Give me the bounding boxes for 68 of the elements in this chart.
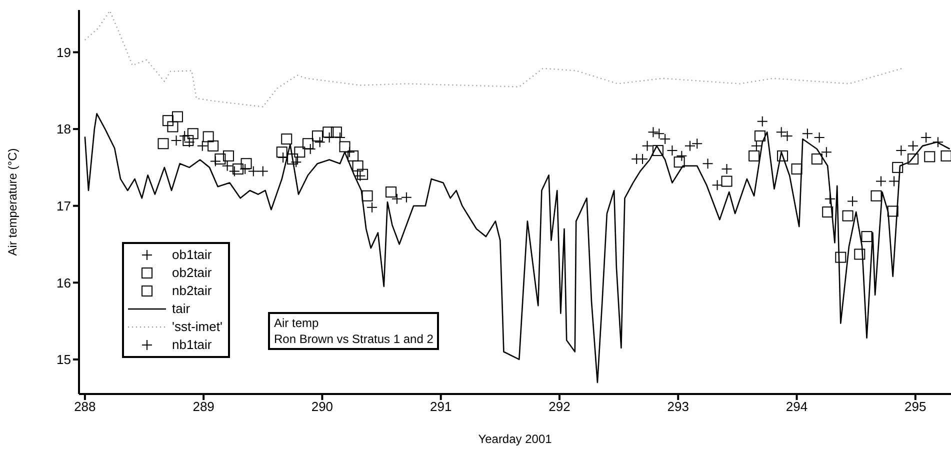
legend-label: ob1tair [172,246,212,264]
point [870,190,882,202]
x-tick-label: 294 [786,399,808,414]
y-tick-label: 19 [56,44,71,60]
line-series [84,10,903,108]
point [158,138,169,150]
point [674,156,685,168]
x-tick-label: 291 [430,399,452,414]
point [312,130,323,142]
legend-label: ob2tair [172,264,212,282]
point [892,162,904,173]
point [276,146,288,158]
point [887,206,898,217]
point [187,128,198,140]
point [362,190,373,202]
point [222,150,234,162]
point [214,153,226,164]
annotation: Air temp [274,315,320,331]
point [822,206,834,218]
legend-label: nb2tair [172,282,212,300]
point [811,153,822,164]
point [842,210,854,222]
point [208,140,219,152]
point [294,146,306,158]
x-tick-label: 293 [667,399,689,414]
point [835,252,846,263]
x-axis-title: Yearday 2001 [478,432,552,446]
legend-label: nb1tair [172,336,212,354]
point [281,134,292,145]
point [232,163,244,174]
point [908,153,919,164]
x-tick-label: 295 [904,399,926,414]
annotation: Ron Brown vs Stratus 1 and 2 [274,331,434,347]
point [348,150,359,162]
point [287,153,298,164]
y-tick-label: 16 [56,275,71,290]
point [167,121,178,132]
point [352,160,364,172]
point [172,111,183,122]
y-tick-label: 17 [56,198,71,214]
point [330,126,342,138]
legend-label: 'sst-imet' [172,318,222,336]
point [721,176,732,187]
point [240,158,252,170]
point [322,126,334,138]
point [791,163,802,174]
point [339,141,350,152]
point [777,150,788,162]
y-tick-label: 18 [56,122,71,137]
point [386,186,397,198]
point [924,151,936,162]
point [861,231,872,242]
point [302,138,314,150]
point [162,115,174,126]
legend-label: tair [172,300,190,318]
x-tick-label: 290 [311,399,334,414]
point [854,248,866,260]
point [202,131,214,142]
x-tick-label: 292 [548,399,570,414]
x-tick-label: 289 [192,399,214,414]
point [754,130,766,142]
line-series [84,113,950,384]
x-tick-label: 288 [74,399,96,414]
point [652,145,664,156]
y-axis-title: Air temperature (°C) [5,148,20,256]
y-tick-label: 15 [56,352,71,368]
point [357,168,368,180]
point [748,150,760,162]
